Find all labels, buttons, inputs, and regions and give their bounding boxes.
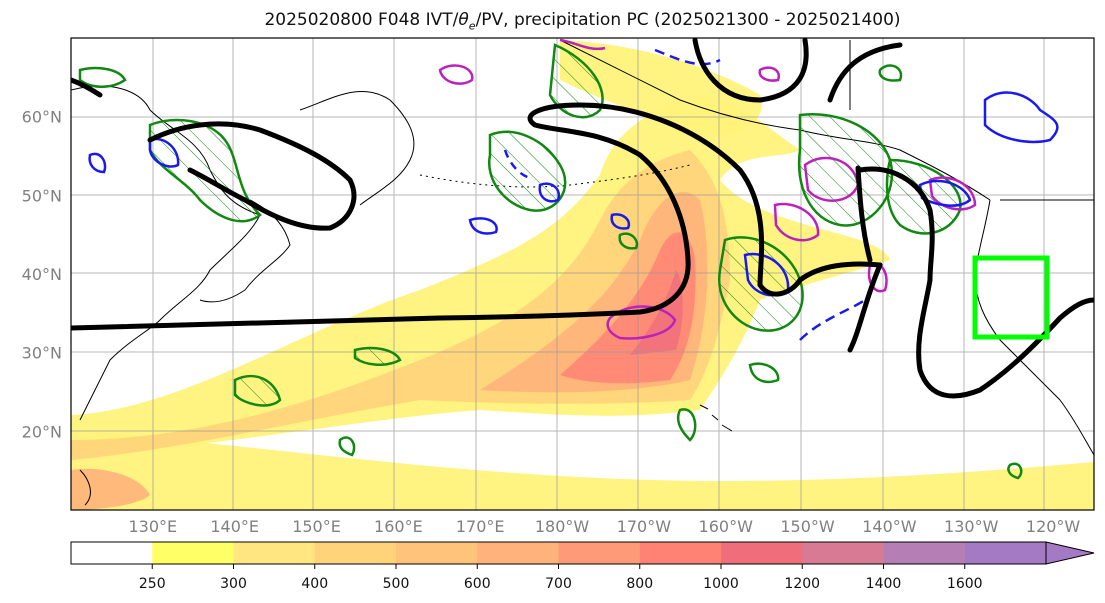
colorbar-level-label: 1400 bbox=[866, 576, 902, 592]
colorbar-segment bbox=[396, 542, 478, 564]
aleutian-chain bbox=[419, 164, 691, 188]
colorbar-level-label: 600 bbox=[464, 576, 491, 592]
colorbar-segment bbox=[639, 542, 722, 564]
longitude-tick-labels: 130°E 140°E 150°E 160°E 170°E 180°W 170°W 160°W… bbox=[129, 517, 1081, 536]
colorbar-segment bbox=[314, 542, 397, 564]
colorbar-level-label: 1000 bbox=[703, 576, 739, 592]
lon-tick-label: 150°W bbox=[780, 517, 835, 536]
positive-anomaly-contours bbox=[438, 38, 977, 340]
colorbar-segment bbox=[152, 542, 234, 564]
colorbar-level-label: 400 bbox=[301, 576, 328, 592]
lon-tick-label: 160°E bbox=[374, 517, 423, 536]
colorbar-segment bbox=[802, 542, 884, 564]
lat-tick-label: 50°N bbox=[22, 186, 62, 205]
colorbar-segment bbox=[71, 542, 153, 564]
colorbar-level-label: 800 bbox=[626, 576, 653, 592]
lon-tick-label: 170°E bbox=[456, 517, 505, 536]
colorbar-segment bbox=[558, 542, 641, 564]
lon-tick-label: 130°W bbox=[944, 517, 999, 536]
plot-title: 2025020800 F048 IVT/θe/PV, precipitation… bbox=[264, 10, 901, 33]
highlight-box bbox=[972, 255, 1050, 340]
hawaii-islands bbox=[699, 404, 733, 432]
map-border bbox=[70, 37, 1095, 511]
lon-tick-label: 140°W bbox=[862, 517, 917, 536]
colorbar-level-label: 1600 bbox=[947, 576, 983, 592]
ivt-band-south bbox=[71, 430, 1094, 510]
asia-coast bbox=[71, 85, 261, 421]
ivt-band-1000 bbox=[630, 270, 683, 355]
lat-tick-label: 20°N bbox=[22, 422, 62, 441]
pv-small-contours bbox=[78, 64, 1023, 480]
lon-tick-label: 160°W bbox=[699, 517, 754, 536]
lon-tick-label: 120°W bbox=[1026, 517, 1081, 536]
lon-tick-label: 180°W bbox=[535, 517, 590, 536]
colorbar-segment bbox=[721, 542, 803, 564]
lat-tick-label: 40°N bbox=[22, 265, 62, 284]
colorbar-segment bbox=[477, 542, 559, 564]
philippines-coast bbox=[79, 469, 91, 506]
colorbar-level-label: 500 bbox=[383, 576, 410, 592]
lon-tick-label: 150°E bbox=[292, 517, 341, 536]
theta-e-contours bbox=[71, 38, 1094, 399]
colorbar-segment bbox=[883, 542, 966, 564]
colorbar-level-label: 1200 bbox=[784, 576, 820, 592]
lon-tick-label: 170°W bbox=[617, 517, 672, 536]
colorbar-level-label: 300 bbox=[220, 576, 247, 592]
ivt-band-250-north bbox=[560, 40, 762, 136]
lat-tick-label: 30°N bbox=[22, 344, 62, 363]
north-america-coast bbox=[974, 199, 1094, 456]
lat-tick-label: 60°N bbox=[22, 108, 62, 127]
lon-tick-label: 140°E bbox=[210, 517, 259, 536]
kamchatka-coast bbox=[299, 91, 415, 206]
colorbar-segment bbox=[964, 542, 1047, 564]
colorbar: 250 300 400 500 600 700 800 1000 1200 1400 1600 bbox=[70, 541, 1095, 592]
colorbar-segment bbox=[233, 542, 316, 564]
colorbar-extend-arrow bbox=[1045, 541, 1095, 565]
lon-tick-label: 130°E bbox=[129, 517, 178, 536]
ivt-west-pacific bbox=[71, 468, 150, 510]
colorbar-level-label: 250 bbox=[139, 576, 166, 592]
colorbar-level-label: 700 bbox=[545, 576, 572, 592]
map-panel[interactable] bbox=[71, 38, 1094, 510]
latitude-tick-labels: 20°N 30°N 40°N 50°N 60°N bbox=[22, 108, 62, 442]
